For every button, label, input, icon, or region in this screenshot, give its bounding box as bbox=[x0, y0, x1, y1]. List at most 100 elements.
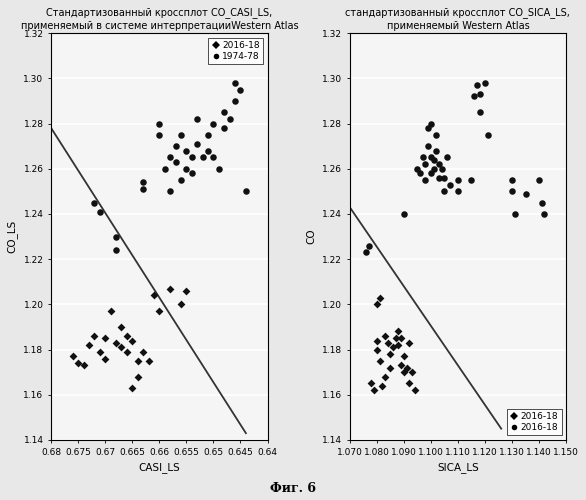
Point bbox=[432, 146, 441, 154]
Point bbox=[372, 300, 381, 308]
Point bbox=[375, 294, 384, 302]
Point bbox=[377, 382, 387, 390]
Point bbox=[404, 339, 414, 347]
Point bbox=[95, 348, 104, 356]
Point bbox=[144, 357, 153, 365]
Point bbox=[434, 174, 444, 182]
Point bbox=[362, 248, 371, 256]
Point bbox=[133, 372, 142, 380]
Point bbox=[397, 334, 406, 342]
Point bbox=[138, 178, 148, 186]
Point bbox=[220, 124, 229, 132]
Point bbox=[203, 146, 213, 154]
Y-axis label: CO_LS: CO_LS bbox=[7, 220, 18, 253]
Point bbox=[203, 131, 213, 139]
Point bbox=[101, 334, 110, 342]
Point bbox=[397, 362, 406, 370]
Point bbox=[426, 120, 435, 128]
Point bbox=[407, 368, 417, 376]
Point bbox=[426, 154, 435, 162]
Point bbox=[122, 348, 132, 356]
Legend: 2016-18, 2016-18: 2016-18, 2016-18 bbox=[507, 410, 561, 436]
Point bbox=[534, 176, 544, 184]
Point bbox=[138, 185, 148, 193]
Point bbox=[225, 115, 234, 123]
Point bbox=[367, 380, 376, 388]
Point bbox=[95, 208, 104, 216]
Point bbox=[364, 242, 373, 250]
Point bbox=[399, 352, 408, 360]
Point bbox=[453, 176, 462, 184]
X-axis label: SICA_LS: SICA_LS bbox=[437, 462, 479, 473]
Point bbox=[426, 170, 435, 177]
Legend: 2016-18, 1974-78: 2016-18, 1974-78 bbox=[208, 38, 263, 64]
Point bbox=[445, 180, 455, 188]
Point bbox=[421, 176, 430, 184]
Point bbox=[149, 292, 159, 300]
Point bbox=[165, 284, 175, 292]
Point bbox=[399, 210, 408, 218]
Point bbox=[236, 86, 245, 94]
Point bbox=[209, 154, 218, 162]
Point bbox=[507, 176, 517, 184]
Point bbox=[128, 336, 137, 344]
Point bbox=[111, 339, 121, 347]
Point bbox=[106, 307, 115, 315]
Point bbox=[84, 341, 94, 349]
Point bbox=[394, 341, 403, 349]
Point bbox=[394, 328, 403, 336]
Point bbox=[386, 350, 395, 358]
Point bbox=[193, 140, 202, 148]
Point bbox=[375, 357, 384, 365]
Point bbox=[386, 364, 395, 372]
Point bbox=[68, 352, 77, 360]
Point bbox=[171, 158, 180, 166]
Point bbox=[472, 81, 482, 89]
Point bbox=[440, 188, 449, 196]
Point bbox=[198, 154, 207, 162]
Point bbox=[79, 362, 88, 370]
Point bbox=[160, 165, 169, 173]
Point bbox=[437, 165, 447, 173]
Point bbox=[424, 124, 433, 132]
Point bbox=[475, 90, 484, 98]
Point bbox=[483, 131, 492, 139]
Point bbox=[383, 339, 392, 347]
Point bbox=[434, 160, 444, 168]
Point bbox=[122, 332, 132, 340]
Point bbox=[165, 154, 175, 162]
Point bbox=[469, 92, 479, 100]
Point bbox=[510, 210, 519, 218]
Point bbox=[187, 170, 196, 177]
Point bbox=[155, 131, 164, 139]
Point bbox=[369, 386, 379, 394]
Point bbox=[230, 79, 240, 87]
Point bbox=[182, 146, 191, 154]
Point bbox=[165, 188, 175, 196]
Point bbox=[230, 97, 240, 105]
Point bbox=[182, 287, 191, 295]
Point bbox=[389, 344, 398, 351]
Point bbox=[467, 176, 476, 184]
Point bbox=[187, 154, 196, 162]
Point bbox=[429, 165, 438, 173]
Point bbox=[475, 108, 484, 116]
Point bbox=[128, 384, 137, 392]
Point bbox=[176, 176, 186, 184]
Point bbox=[90, 198, 99, 206]
Point bbox=[429, 156, 438, 164]
X-axis label: CASI_LS: CASI_LS bbox=[138, 462, 180, 473]
Title: стандартизованный кроссплот CO_SICA_LS,
применяемый Western Atlas: стандартизованный кроссплот CO_SICA_LS, … bbox=[346, 7, 570, 31]
Point bbox=[111, 246, 121, 254]
Point bbox=[241, 188, 251, 196]
Point bbox=[453, 188, 462, 196]
Point bbox=[415, 170, 425, 177]
Point bbox=[133, 357, 142, 365]
Point bbox=[220, 108, 229, 116]
Point bbox=[171, 142, 180, 150]
Point bbox=[117, 344, 126, 351]
Point bbox=[214, 165, 223, 173]
Point bbox=[111, 232, 121, 240]
Point bbox=[176, 300, 186, 308]
Point bbox=[182, 165, 191, 173]
